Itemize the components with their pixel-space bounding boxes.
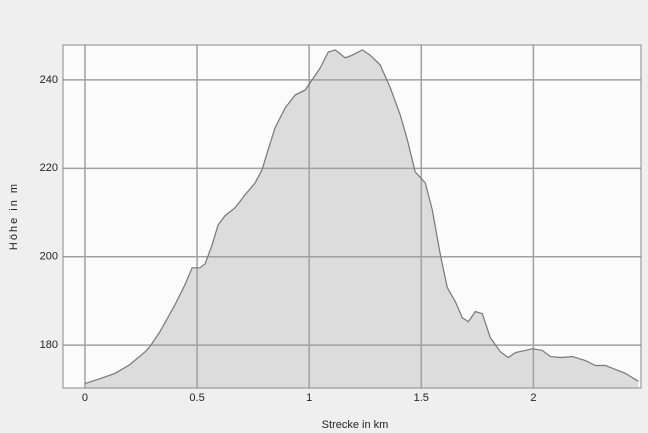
area-fill	[85, 49, 639, 389]
y-tick-label: 240	[40, 74, 58, 86]
y-tick-label: 180	[40, 339, 58, 351]
y-tick-label: 200	[40, 251, 58, 263]
x-tick-label: 1.5	[414, 392, 429, 404]
y-tick-label: 220	[40, 162, 58, 174]
x-axis-title: Strecke in km	[322, 419, 389, 431]
x-tick-label: 1	[306, 392, 312, 404]
plot-layer	[63, 45, 641, 389]
elevation-line	[84, 49, 639, 385]
x-tick-label: 0.5	[189, 392, 204, 404]
plot-border	[62, 44, 642, 389]
x-tick-label: 0	[82, 392, 88, 404]
y-axis-title: Höhe in m	[8, 182, 20, 250]
x-tick-label: 2	[530, 392, 536, 404]
